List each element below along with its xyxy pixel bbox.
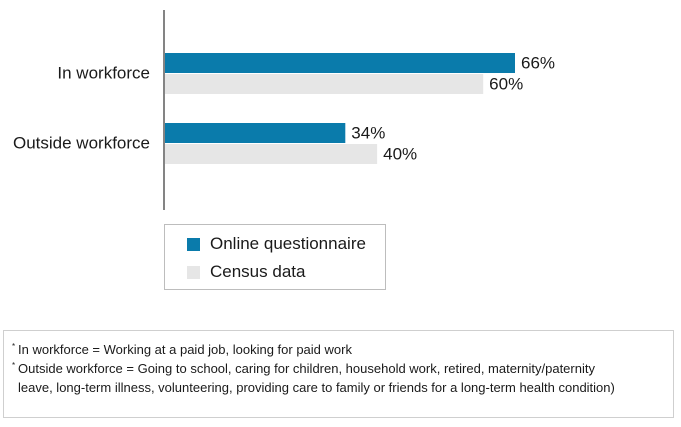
data-label-census-0: 60% bbox=[489, 74, 523, 93]
data-label-online-0: 66% bbox=[521, 53, 555, 72]
legend: Online questionnaire Census data bbox=[164, 224, 386, 290]
footnotes-box: * In workforce = Working at a paid job, l… bbox=[3, 330, 674, 418]
bar-census-0 bbox=[165, 74, 484, 94]
category-label-0: In workforce bbox=[57, 63, 150, 82]
category-label-1: Outside workforce bbox=[13, 133, 150, 152]
legend-item-census-data: Census data bbox=[187, 262, 305, 282]
footnote-outside-workforce-continued: leave, long-term illness, volunteering, … bbox=[12, 378, 665, 397]
footnote-marker: * bbox=[12, 361, 16, 370]
footnote-text-outside-workforce-line2: leave, long-term illness, volunteering, … bbox=[18, 380, 615, 395]
bar-online-0 bbox=[165, 53, 515, 73]
data-label-online-1: 34% bbox=[351, 123, 385, 142]
data-label-census-1: 40% bbox=[383, 144, 417, 163]
legend-item-online-questionnaire: Online questionnaire bbox=[187, 234, 366, 254]
footnote-text-in-workforce: In workforce = Working at a paid job, lo… bbox=[18, 342, 352, 357]
footnote-text-outside-workforce-line1: Outside workforce = Going to school, car… bbox=[18, 361, 595, 376]
legend-label-census: Census data bbox=[210, 262, 306, 281]
bar-chart: In workforce Outside workforce 66% 60% 34% 4… bbox=[13, 10, 555, 210]
footnote-marker: * bbox=[12, 342, 16, 351]
footnote-in-workforce: * In workforce = Working at a paid job, l… bbox=[12, 340, 665, 359]
legend-swatch-online bbox=[187, 237, 200, 251]
legend-swatch-census bbox=[187, 265, 200, 279]
legend-label-online: Online questionnaire bbox=[210, 234, 366, 253]
footnote-outside-workforce: * Outside workforce = Going to school, ca… bbox=[12, 359, 665, 378]
bar-online-1 bbox=[165, 123, 346, 143]
bar-census-1 bbox=[165, 144, 378, 164]
